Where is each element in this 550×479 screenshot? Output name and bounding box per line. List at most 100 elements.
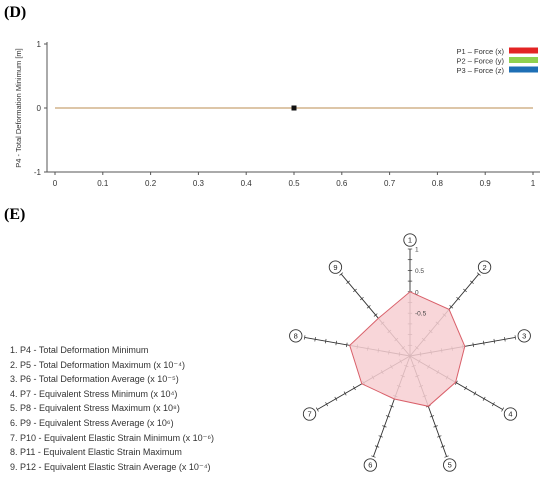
radar-chart: 1 2 3 4 5 6 7 8 9 1 0.5 0 -0.5 [289, 233, 531, 472]
legend-label: P2 – Force (y) [456, 57, 504, 66]
radar-axis-label: 5 [448, 461, 452, 470]
radar-tick [389, 405, 394, 408]
radar-axis-label: 2 [482, 263, 486, 272]
radar-tick [382, 425, 387, 428]
radar-axis-label: 7 [307, 410, 311, 419]
radar-tick [353, 288, 357, 293]
parameter-list-item: 8. P11 - Equivalent Elastic Strain Maxim… [10, 447, 182, 458]
radar-tick [501, 407, 505, 412]
x-tick-label: 0.2 [145, 179, 157, 188]
y-tick-label: -1 [34, 168, 42, 177]
legend-label: P1 – Force (x) [456, 47, 504, 56]
radar-tick [314, 337, 316, 342]
radar-axis-marker [302, 407, 317, 421]
radar-tick [463, 288, 467, 293]
radar-axis-marker [443, 458, 457, 472]
radar-tick [473, 391, 477, 396]
radar-tick [325, 402, 329, 407]
parameter-list-item: 5. P8 - Equivalent Stress Maximum (x 10⁸… [10, 403, 180, 414]
legend-label: P3 – Force (z) [456, 66, 504, 75]
radar-axis-marker [503, 407, 518, 421]
radar-tick [504, 337, 506, 342]
radar-scale-label: 0.5 [415, 268, 424, 275]
radar-scale-label: 0 [415, 289, 419, 296]
radar-axis-label: 8 [294, 332, 298, 341]
radar-tick [378, 435, 383, 438]
radar-tick [324, 338, 327, 344]
radar-axis-marker [289, 329, 303, 343]
radar-tick [483, 340, 485, 346]
radar-tick [352, 386, 356, 391]
line-chart: 0 0.1 0.2 0.3 0.4 0.5 0.6 0.7 0.8 0.9 1 1 0 -1 P4 - To… [14, 40, 540, 188]
radar-axis-label: 1 [408, 236, 412, 245]
radar-tick [374, 445, 380, 448]
radar-scale-label: 1 [415, 247, 419, 254]
radar-axis-label: 4 [508, 410, 512, 419]
radar-tick [346, 342, 348, 348]
radar-axis-label: 3 [522, 332, 526, 341]
radar-axis-label: 9 [333, 263, 337, 272]
panel-label-e: (E) [4, 206, 26, 223]
legend-swatch [509, 47, 538, 54]
parameter-list: 1. P4 - Total Deformation Minimum 2. P5 -… [10, 343, 214, 474]
radar-axis-label: 6 [368, 461, 372, 470]
x-tick-label: 0.3 [193, 179, 205, 188]
x-tick-label: 0.9 [480, 179, 492, 188]
radar-tick [449, 305, 454, 309]
parameter-list-item: 4. P7 - Equivalent Stress Minimum (x 10⁴… [10, 388, 178, 399]
legend-swatch [509, 57, 538, 63]
x-tick-label: 0.4 [241, 179, 253, 188]
radar-tick [493, 338, 496, 344]
radar-tick [437, 435, 442, 438]
radar-area [349, 291, 466, 407]
radar-tick [371, 455, 376, 458]
radar-tick [343, 391, 347, 396]
x-tick-label: 0.8 [432, 179, 444, 188]
x-tick-label: 1 [531, 179, 536, 188]
parameter-list-item: 6. P9 - Equivalent Stress Average (x 10⁶… [10, 417, 174, 428]
radar-tick [469, 280, 474, 284]
radar-tick [444, 455, 449, 458]
radar-axis-marker [517, 329, 531, 343]
y-tick-label: 1 [37, 40, 42, 49]
y-tick-label: 0 [37, 104, 42, 113]
radar-tick [476, 272, 481, 276]
radar-tick [315, 407, 319, 412]
radar-axis-marker [477, 260, 492, 274]
panel-label-d: (D) [4, 4, 27, 21]
x-tick-label: 0.7 [384, 179, 396, 188]
x-tick-label: 0.6 [336, 179, 348, 188]
radar-tick [433, 425, 438, 428]
y-axis-label: P4 - Total Deformation Minimum [m] [14, 48, 23, 167]
x-tick-label: 0.1 [97, 179, 109, 188]
radar-tick [482, 396, 486, 401]
radar-tick [456, 296, 461, 301]
radar-tick [464, 386, 468, 391]
legend-swatch [509, 66, 538, 73]
radar-tick [359, 296, 364, 301]
radar-tick [366, 305, 371, 309]
radar-tick [440, 445, 446, 448]
radar-tick [385, 415, 391, 418]
radar-axis-marker [363, 458, 377, 472]
radar-axis-marker [328, 260, 343, 274]
radar-tick [303, 335, 306, 340]
radar-tick [334, 396, 338, 401]
radar-tick [429, 415, 435, 418]
radar-tick [339, 272, 344, 276]
data-point [291, 105, 297, 111]
radar-axis-marker [403, 233, 417, 247]
radar-tick [454, 380, 458, 385]
parameter-list-item: 3. P6 - Total Deformation Average (x 10⁻… [10, 374, 179, 385]
parameter-list-item: 9. P12 - Equivalent Elastic Strain Avera… [10, 461, 211, 472]
x-tick-label: 0 [53, 179, 58, 188]
parameter-list-item: 7. P10 - Equivalent Elastic Strain Minim… [10, 432, 215, 443]
radar-tick [346, 280, 351, 284]
radar-tick [373, 313, 378, 317]
parameter-list-item: 1. P4 - Total Deformation Minimum [10, 345, 149, 355]
radar-tick [472, 342, 474, 348]
radar-tick [491, 402, 495, 407]
radar-tick [514, 335, 517, 340]
x-tick-label: 0.5 [288, 179, 300, 188]
parameter-list-item: 2. P5 - Total Deformation Maximum (x 10⁻… [10, 359, 186, 370]
